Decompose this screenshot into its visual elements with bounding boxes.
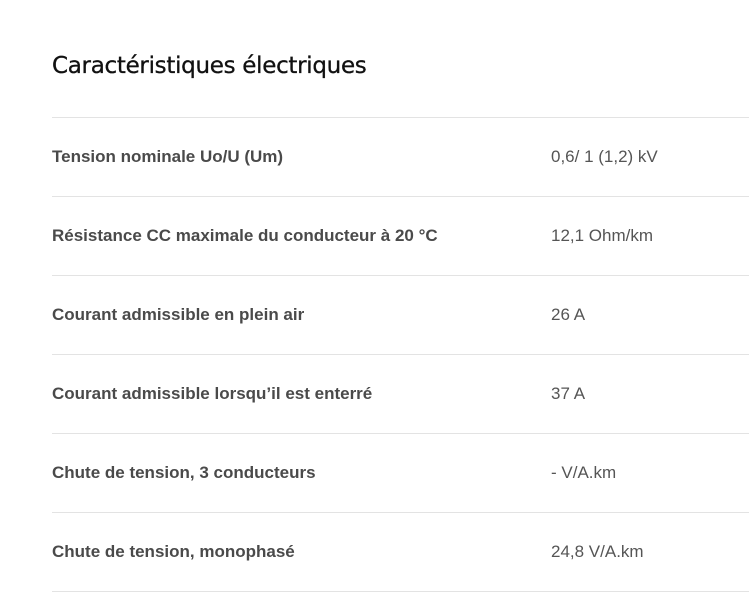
row-value: 0,6/ 1 (1,2) kV xyxy=(551,147,658,166)
table-row: Chute de tension, 3 conducteurs - V/A.km xyxy=(52,433,749,512)
row-value: 37 A xyxy=(551,384,586,403)
row-label: Courant admissible en plein air xyxy=(52,305,305,324)
row-value: 24,8 V/A.km xyxy=(551,542,644,561)
table-row: Tension nominale Uo/U (Um) 0,6/ 1 (1,2) k… xyxy=(52,117,749,196)
row-label: Chute de tension, 3 conducteurs xyxy=(52,463,316,482)
table-row: Courant admissible lorsqu’il est enterré… xyxy=(52,354,749,433)
row-label: Chute de tension, monophasé xyxy=(52,542,295,561)
electrical-specs-table: Tension nominale Uo/U (Um) 0,6/ 1 (1,2) k… xyxy=(52,117,749,592)
row-value: 12,1 Ohm/km xyxy=(551,226,654,245)
table-row: Chute de tension, monophasé 24,8 V/A.km xyxy=(52,512,749,592)
row-label: Résistance CC maximale du conducteur à 2… xyxy=(52,226,438,245)
section-title: Caractéristiques électriques xyxy=(52,53,367,79)
row-label: Courant admissible lorsqu’il est enterré xyxy=(52,384,373,403)
table-row: Résistance CC maximale du conducteur à 2… xyxy=(52,196,749,275)
row-label: Tension nominale Uo/U (Um) xyxy=(52,147,284,166)
row-value: - V/A.km xyxy=(551,463,617,482)
table-row: Courant admissible en plein air 26 A xyxy=(52,275,749,354)
row-value: 26 A xyxy=(551,305,586,324)
